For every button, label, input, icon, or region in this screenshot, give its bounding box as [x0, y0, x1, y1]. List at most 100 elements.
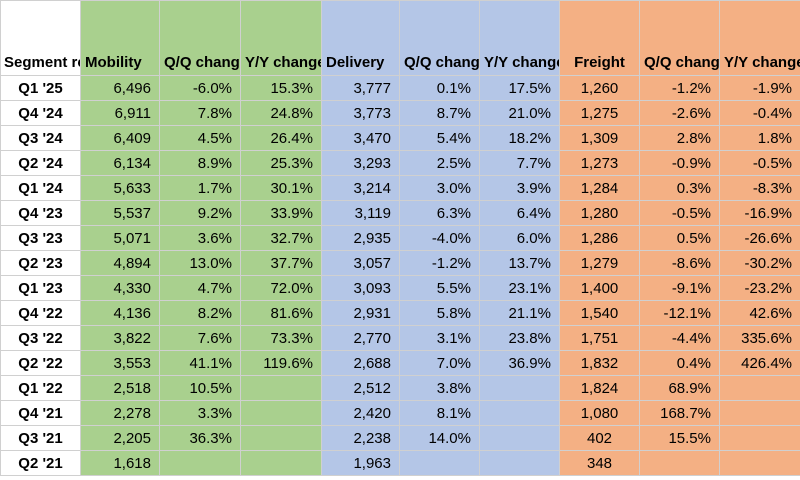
freight-qq-cell: 68.9%	[639, 375, 720, 401]
table-row: Q2 '21 1,618 1,963 348	[0, 450, 800, 476]
row-label-header: Segment revenue (in $M)	[0, 0, 81, 76]
mobility-value-cell: 5,071	[80, 225, 160, 251]
freight-value-cell: 1,284	[559, 175, 640, 201]
mobility-qq-cell: 4.7%	[159, 275, 241, 301]
freight-yy-cell: -30.2%	[719, 250, 800, 276]
table-row: Q3 '23 5,071 3.6% 32.7% 2,935 -4.0% 6.0% 1,286 0…	[0, 225, 800, 251]
period-cell: Q2 '21	[0, 450, 81, 476]
mobility-qq-header: Q/Q change	[159, 0, 241, 76]
delivery-qq-cell: 7.0%	[399, 350, 480, 376]
mobility-header: Mobility	[80, 0, 160, 76]
freight-yy-cell	[719, 425, 800, 451]
freight-qq-cell: 0.5%	[639, 225, 720, 251]
delivery-qq-cell: 5.5%	[399, 275, 480, 301]
mobility-qq-cell: 36.3%	[159, 425, 241, 451]
freight-yy-cell	[719, 375, 800, 401]
freight-yy-cell: 335.6%	[719, 325, 800, 351]
freight-yy-cell: -0.4%	[719, 100, 800, 126]
freight-yy-cell: 1.8%	[719, 125, 800, 151]
freight-yy-cell	[719, 400, 800, 426]
freight-value-cell: 1,832	[559, 350, 640, 376]
delivery-yy-cell	[479, 425, 560, 451]
period-cell: Q4 '22	[0, 300, 81, 326]
delivery-value-cell: 3,214	[321, 175, 400, 201]
mobility-yy-cell	[240, 375, 322, 401]
delivery-yy-cell	[479, 375, 560, 401]
freight-qq-cell: -0.9%	[639, 150, 720, 176]
freight-yy-header: Y/Y change	[719, 0, 800, 76]
freight-qq-cell: -12.1%	[639, 300, 720, 326]
table-row: Q4 '24 6,911 7.8% 24.8% 3,773 8.7% 21.0% 1,275-…	[0, 100, 800, 126]
mobility-yy-cell: 32.7%	[240, 225, 322, 251]
delivery-value-cell: 2,931	[321, 300, 400, 326]
delivery-yy-cell: 36.9%	[479, 350, 560, 376]
period-cell: Q1 '24	[0, 175, 81, 201]
mobility-yy-cell: 37.7%	[240, 250, 322, 276]
table-row: Q1 '24 5,633 1.7% 30.1% 3,214 3.0% 3.9% 1,284 0.…	[0, 175, 800, 201]
delivery-yy-cell: 3.9%	[479, 175, 560, 201]
mobility-value-cell: 4,330	[80, 275, 160, 301]
freight-value-cell: 1,273	[559, 150, 640, 176]
delivery-yy-cell: 6.0%	[479, 225, 560, 251]
table-header: Segment revenue (in $M) Mobility Q/Q cha…	[0, 0, 800, 76]
freight-yy-cell: 42.6%	[719, 300, 800, 326]
freight-qq-cell	[639, 450, 720, 476]
delivery-value-cell: 2,688	[321, 350, 400, 376]
table-body: Q1 '25 6,496 -6.0% 15.3% 3,777 0.1% 17.5% 1,260…	[0, 75, 800, 476]
freight-qq-cell: -8.6%	[639, 250, 720, 276]
mobility-value-cell: 6,409	[80, 125, 160, 151]
period-cell: Q1 '22	[0, 375, 81, 401]
mobility-qq-cell: 4.5%	[159, 125, 241, 151]
delivery-value-cell: 3,119	[321, 200, 400, 226]
freight-yy-cell: -23.2%	[719, 275, 800, 301]
period-cell: Q3 '23	[0, 225, 81, 251]
mobility-qq-cell: 13.0%	[159, 250, 241, 276]
delivery-value-cell: 3,470	[321, 125, 400, 151]
delivery-yy-cell: 23.1%	[479, 275, 560, 301]
freight-qq-cell: -2.6%	[639, 100, 720, 126]
delivery-value-cell: 3,777	[321, 75, 400, 101]
mobility-qq-cell: 7.6%	[159, 325, 241, 351]
freight-qq-cell: -4.4%	[639, 325, 720, 351]
mobility-yy-cell: 26.4%	[240, 125, 322, 151]
delivery-yy-cell: 17.5%	[479, 75, 560, 101]
mobility-qq-cell: 9.2%	[159, 200, 241, 226]
freight-qq-cell: 0.4%	[639, 350, 720, 376]
freight-yy-cell: -26.6%	[719, 225, 800, 251]
period-cell: Q3 '21	[0, 425, 81, 451]
mobility-value-cell: 5,537	[80, 200, 160, 226]
period-cell: Q1 '25	[0, 75, 81, 101]
mobility-value-cell: 6,496	[80, 75, 160, 101]
freight-value-cell: 1,540	[559, 300, 640, 326]
freight-qq-cell: -0.5%	[639, 200, 720, 226]
mobility-value-cell: 4,894	[80, 250, 160, 276]
delivery-value-cell: 3,773	[321, 100, 400, 126]
mobility-qq-cell: 8.9%	[159, 150, 241, 176]
delivery-qq-cell	[399, 450, 480, 476]
delivery-qq-cell: -4.0%	[399, 225, 480, 251]
delivery-value-cell: 2,512	[321, 375, 400, 401]
freight-yy-cell: 426.4%	[719, 350, 800, 376]
delivery-value-cell: 3,293	[321, 150, 400, 176]
delivery-qq-cell: -1.2%	[399, 250, 480, 276]
delivery-yy-header: Y/Y change	[479, 0, 560, 76]
freight-yy-cell: -8.3%	[719, 175, 800, 201]
table-row: Q3 '22 3,822 7.6% 73.3% 2,770 3.1% 23.8% 1,751-…	[0, 325, 800, 351]
mobility-value-cell: 6,134	[80, 150, 160, 176]
freight-value-cell: 402	[559, 425, 640, 451]
freight-value-cell: 1,080	[559, 400, 640, 426]
mobility-qq-cell: 7.8%	[159, 100, 241, 126]
mobility-yy-header: Y/Y change	[240, 0, 322, 76]
delivery-qq-cell: 3.0%	[399, 175, 480, 201]
delivery-value-cell: 1,963	[321, 450, 400, 476]
freight-yy-cell: -16.9%	[719, 200, 800, 226]
freight-value-cell: 1,260	[559, 75, 640, 101]
mobility-value-cell: 2,278	[80, 400, 160, 426]
delivery-qq-cell: 8.1%	[399, 400, 480, 426]
delivery-yy-cell: 21.1%	[479, 300, 560, 326]
table-row: Q2 '24 6,134 8.9% 25.3% 3,293 2.5% 7.7% 1,273 -0…	[0, 150, 800, 176]
mobility-value-cell: 5,633	[80, 175, 160, 201]
freight-qq-cell: 0.3%	[639, 175, 720, 201]
mobility-value-cell: 3,553	[80, 350, 160, 376]
